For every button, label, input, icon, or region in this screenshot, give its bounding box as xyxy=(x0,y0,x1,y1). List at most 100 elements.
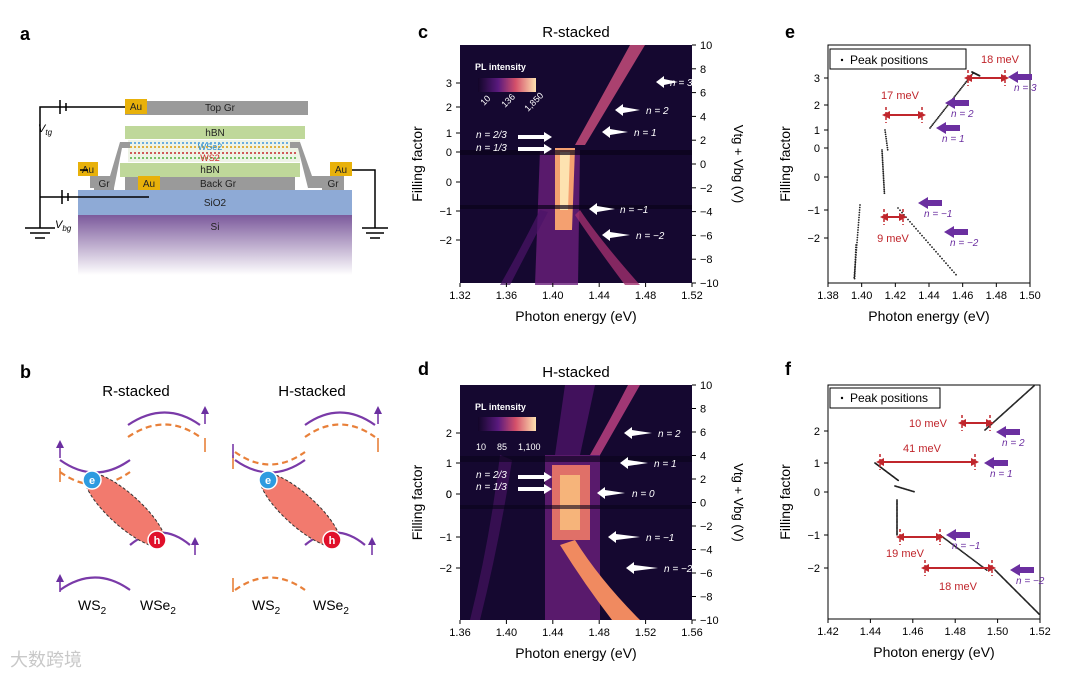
x-tick-label: 1.56 xyxy=(681,627,702,639)
data-point xyxy=(882,170,885,173)
annotation-arrow xyxy=(1010,564,1034,576)
chart-title: R-stacked xyxy=(542,24,610,41)
data-point xyxy=(930,125,932,128)
annotation-arrow xyxy=(518,132,552,142)
annotation-arrow xyxy=(615,104,640,116)
annotation-label: n = 1/3 xyxy=(476,482,507,493)
data-point xyxy=(882,176,885,178)
data-point xyxy=(881,161,884,164)
y-tick-label: 0 xyxy=(446,489,452,501)
data-point xyxy=(855,246,857,249)
data-point xyxy=(881,156,884,159)
data-point xyxy=(858,214,861,216)
data-point xyxy=(854,263,857,266)
data-point xyxy=(933,121,936,124)
annotation-arrow xyxy=(656,76,678,88)
data-point xyxy=(859,204,861,206)
legend-box xyxy=(829,48,967,70)
annotation-arrow xyxy=(597,487,625,499)
x-tick-label: 1.46 xyxy=(952,290,973,302)
data-point xyxy=(931,124,934,127)
data-point xyxy=(913,225,915,228)
x-tick-label: 1.42 xyxy=(817,626,838,638)
svg-text:e: e xyxy=(265,475,271,487)
annotation-label: n = 3 xyxy=(670,78,693,89)
wse2-h: WSe2 xyxy=(313,597,349,617)
y2-tick-label: −2 xyxy=(700,521,713,533)
electron-icon xyxy=(258,470,278,490)
data-point xyxy=(885,137,888,140)
data-point xyxy=(913,490,915,493)
annotation-arrow xyxy=(918,197,942,209)
data-point xyxy=(925,239,927,242)
annotation-arrow xyxy=(996,426,1020,438)
x-tick-label: 1.52 xyxy=(681,290,702,302)
data-point xyxy=(854,268,856,270)
data-point xyxy=(936,117,939,120)
data-point xyxy=(882,174,885,177)
y2-tick-label: −2 xyxy=(700,183,713,195)
data-point xyxy=(858,216,860,219)
gap-label: 18 meV xyxy=(939,581,978,593)
colorbar-d: PL intensity 10 85 1,100 xyxy=(475,402,541,452)
hbn-top-layer xyxy=(125,126,305,139)
y-tick-label: 2 xyxy=(446,428,452,440)
x-tick-label: 1.48 xyxy=(588,627,609,639)
svg-text:85: 85 xyxy=(497,442,507,452)
data-point xyxy=(886,144,888,147)
data-point xyxy=(1038,613,1040,615)
data-point xyxy=(856,231,859,234)
data-point xyxy=(939,255,941,258)
x-tick-label: 1.46 xyxy=(902,626,923,638)
y-tick-label: 0 xyxy=(446,489,452,501)
data-point xyxy=(883,186,885,189)
x-axis-label: Photon energy (eV) xyxy=(873,644,994,660)
data-point xyxy=(970,73,973,76)
data-point xyxy=(881,154,884,157)
annotation-label: n = −2 xyxy=(1016,576,1045,587)
x-tick-label: 1.50 xyxy=(1019,290,1040,302)
x-tick-label: 1.48 xyxy=(986,290,1007,302)
annotation-label: n = 2 xyxy=(658,429,681,440)
x-tick-label: 1.48 xyxy=(944,626,965,638)
data-point xyxy=(883,192,886,195)
y2-axis-label: Vtg + Vbg (V) xyxy=(731,463,746,541)
gap-label: 9 meV xyxy=(877,233,909,245)
data-point xyxy=(856,239,859,241)
svg-text:1,100: 1,100 xyxy=(518,442,541,452)
y-tick-label: −1 xyxy=(807,205,820,217)
data-point xyxy=(1033,385,1035,387)
y-tick-label: 0 xyxy=(446,177,452,189)
y-tick-label: −2 xyxy=(807,563,820,575)
y-tick-label: −1 xyxy=(439,532,452,544)
legend-marker xyxy=(840,396,844,400)
annotation-arrow xyxy=(589,203,615,215)
data-point xyxy=(935,250,937,253)
data-point xyxy=(937,253,939,255)
r-stacked-title: R-stacked xyxy=(102,383,170,400)
y2-tick-label: 2 xyxy=(700,474,706,486)
gap-label: 19 meV xyxy=(886,548,925,560)
data-point xyxy=(857,224,860,226)
y-tick-label: 0 xyxy=(814,143,820,155)
data-point xyxy=(963,83,965,86)
data-point xyxy=(856,241,858,244)
data-point xyxy=(934,120,937,122)
data-point xyxy=(857,226,860,229)
annotation-arrow xyxy=(944,226,968,238)
annotation-label: n = 0 xyxy=(632,489,655,500)
x-tick-label: 1.44 xyxy=(860,626,881,638)
data-point xyxy=(897,207,899,209)
data-point xyxy=(940,113,942,115)
data-point xyxy=(881,150,883,153)
exciton-h: e h xyxy=(258,470,342,550)
data-point xyxy=(883,190,886,193)
data-point xyxy=(858,211,861,214)
data-point xyxy=(853,275,856,278)
y-axis-label: Filling factor xyxy=(777,126,793,202)
y-tick-label: 2 xyxy=(814,100,820,112)
y-tick-label: 3 xyxy=(814,73,820,85)
data-point xyxy=(854,265,856,268)
legend-label: Peak positions xyxy=(850,391,928,405)
